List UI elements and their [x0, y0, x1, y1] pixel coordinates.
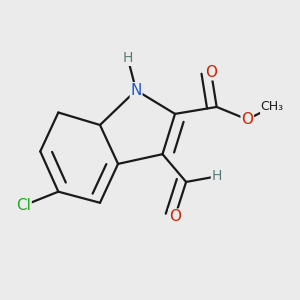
Text: CH₃: CH₃ [261, 100, 284, 113]
Text: H: H [212, 169, 222, 183]
Text: N: N [130, 83, 142, 98]
Text: O: O [205, 65, 217, 80]
Text: O: O [241, 112, 253, 127]
Text: O: O [169, 209, 181, 224]
Text: Cl: Cl [16, 198, 31, 213]
Text: H: H [123, 51, 133, 65]
